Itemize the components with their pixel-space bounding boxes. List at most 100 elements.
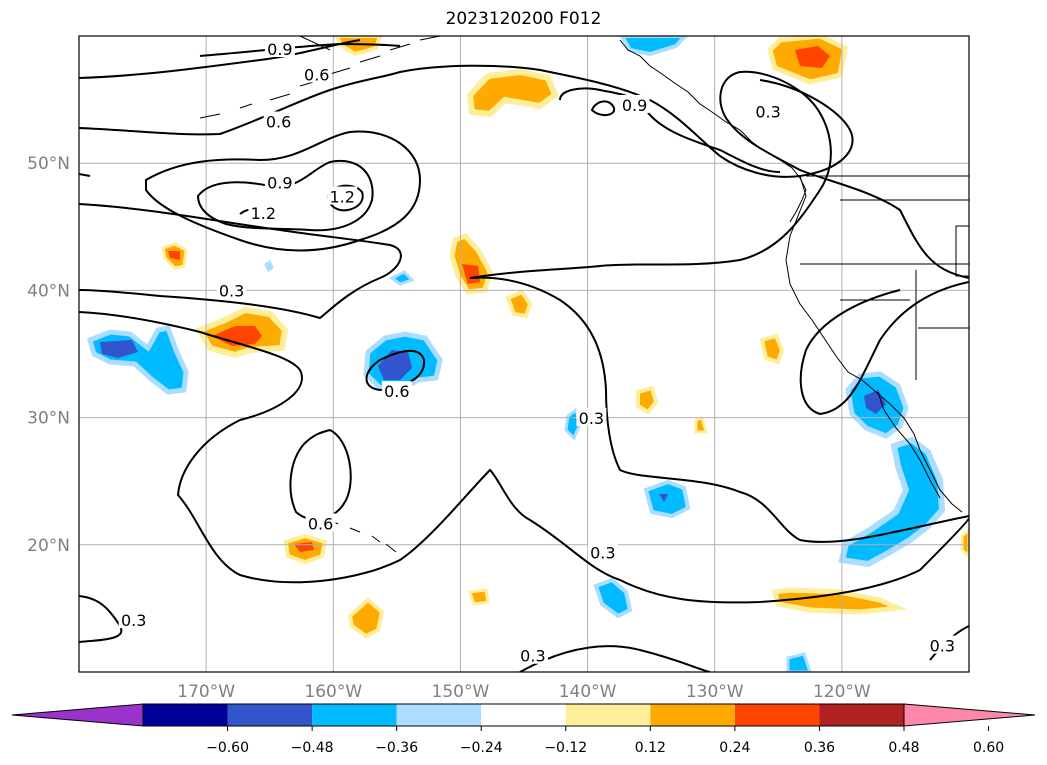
contour-label-bg — [619, 94, 650, 113]
aleutian-islands — [199, 36, 441, 119]
positive-anomaly — [771, 587, 908, 615]
north-america-coast — [785, 175, 963, 513]
contour-label: 0.3 — [590, 544, 615, 563]
state-borders — [800, 175, 969, 380]
contour-label: 0.6 — [266, 112, 291, 131]
colorbar-segment — [734, 704, 820, 726]
negative-anomaly-core — [659, 494, 668, 502]
colorbar-segment — [481, 704, 566, 726]
colorbar-tick-label: −0.36 — [375, 740, 418, 756]
contour-label: 0.9 — [267, 40, 292, 59]
contour-label-bg — [927, 635, 958, 654]
negative-anomaly — [619, 36, 688, 57]
contour-0.3 — [799, 281, 969, 416]
colorbar-tick-label: 0.60 — [973, 740, 1004, 756]
baja-california — [877, 391, 941, 499]
contour-0.3 — [469, 70, 969, 279]
map-title: 2023120200 F012 — [445, 9, 602, 29]
colorbar-segment — [312, 704, 397, 726]
contour-0.9 — [199, 42, 401, 57]
lat-label: 50°N — [27, 154, 70, 174]
colorbar-segment — [396, 704, 482, 726]
positive-anomaly — [505, 289, 533, 319]
positive-anomaly-core — [168, 251, 180, 260]
contour-label: 0.6 — [308, 514, 333, 533]
negative-anomaly — [264, 260, 274, 272]
contour-label: 0.6 — [384, 382, 409, 401]
positive-anomaly-core — [795, 46, 830, 68]
negative-anomaly — [593, 577, 633, 619]
contour-0.6 — [145, 130, 422, 252]
contour-label: 0.3 — [579, 409, 604, 428]
colorbar-tick-label: −0.48 — [291, 740, 334, 756]
lon-label: 170°W — [177, 682, 235, 702]
colorbar-tick-label: 0.36 — [804, 740, 835, 756]
contour-0.3 — [79, 39, 361, 79]
negative-anomaly — [838, 436, 946, 568]
contour-lines — [79, 39, 969, 672]
positive-anomaly — [960, 528, 969, 558]
contour-label: 0.3 — [755, 102, 780, 121]
contour-0.6 — [79, 173, 91, 177]
lat-label: 30°N — [27, 409, 70, 429]
negative-anomaly-core — [100, 340, 138, 358]
contour-0.3 — [79, 311, 969, 604]
contour-labels: 0.9 0.6 0.6 0.9 1.2 1.2 0.3 0.6 0.9 0.3 0.3 0.6 0.3 0… — [118, 38, 958, 666]
contour-label-bg — [301, 64, 332, 83]
positive-anomaly — [759, 333, 785, 365]
contour-0.3 — [469, 276, 969, 543]
colorbar-outline — [142, 703, 905, 727]
contour-label-bg — [576, 407, 607, 426]
contour-label: 0.9 — [267, 174, 292, 193]
colorbar-segment — [143, 704, 228, 726]
axis-labels: 170°W 160°W 150°W 140°W 130°W 120°W 50°N 40°N 30… — [27, 154, 871, 702]
negative-anomaly — [389, 270, 415, 286]
lon-label: 120°W — [813, 682, 871, 702]
positive-anomaly — [636, 385, 659, 415]
contour-label: 0.6 — [304, 65, 329, 84]
contour-label-bg — [118, 610, 149, 629]
colorbar-segment — [227, 704, 313, 726]
contour-0.3 — [519, 645, 711, 672]
contour-label: 0.3 — [520, 647, 545, 666]
contour-label-bg — [587, 542, 618, 561]
colorbar-tick-label: −0.12 — [544, 740, 587, 756]
lon-label: 130°W — [686, 682, 744, 702]
contour-label-bg — [517, 645, 548, 664]
colorbar-segment — [819, 704, 904, 726]
colorbar-tick-label: −0.60 — [206, 740, 249, 756]
positive-anomaly-core — [212, 326, 262, 346]
lon-label: 150°W — [432, 682, 490, 702]
contour-0.3 — [79, 595, 123, 643]
colorbar-tick-label: 0.48 — [888, 740, 919, 756]
contour-0.3 — [79, 203, 402, 320]
graticule — [79, 36, 969, 672]
colorbar-segment — [565, 704, 651, 726]
colorbar-segment — [650, 704, 735, 726]
contour-0.9 — [590, 100, 616, 116]
lon-label: 160°W — [304, 682, 362, 702]
contour-label-bg — [264, 38, 295, 57]
contour-0.9 — [559, 87, 781, 173]
contour-label: 0.9 — [622, 96, 647, 115]
contour-label-bg — [327, 186, 358, 205]
contour-0.6 — [289, 428, 352, 521]
lon-label: 140°W — [559, 682, 617, 702]
contour-label-bg — [381, 381, 412, 400]
positive-anomaly — [694, 416, 708, 434]
contour-label-bg — [753, 101, 784, 120]
colorbar-extend-high — [903, 703, 1036, 727]
negative-anomaly — [643, 479, 691, 519]
lat-label: 40°N — [27, 281, 70, 301]
contour-label: 0.3 — [930, 637, 955, 656]
contour-label: 0.3 — [121, 611, 146, 630]
positive-anomaly — [449, 233, 493, 295]
contour-label: 0.3 — [219, 282, 244, 301]
hawaiian-islands — [329, 519, 397, 553]
positive-anomaly — [347, 597, 385, 639]
map-frame — [78, 35, 970, 673]
positive-anomaly — [467, 588, 490, 606]
contour-label: 1.2 — [251, 204, 276, 223]
anomaly-shading — [86, 36, 969, 672]
